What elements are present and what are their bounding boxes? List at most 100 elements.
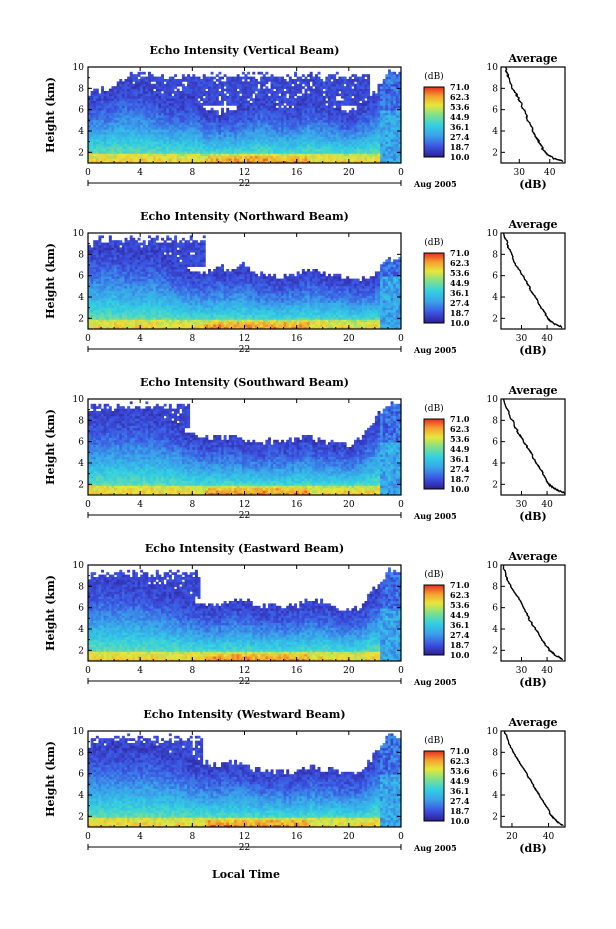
heatmap-cell: [197, 117, 201, 121]
heatmap-cell: [236, 131, 240, 135]
heatmap-cell: [239, 88, 243, 92]
heatmap-cell: [106, 309, 110, 313]
heatmap-cell: [364, 81, 368, 85]
heatmap-cell: [187, 119, 191, 123]
heatmap-cell: [95, 302, 99, 306]
heatmap-cell: [111, 317, 115, 320]
heatmap-cell: [254, 129, 258, 133]
heatmap-cell: [361, 74, 365, 77]
heatmap-cell: [197, 119, 201, 123]
heatmap-cell: [106, 257, 110, 260]
heatmap-cell: [181, 79, 185, 82]
heatmap-cell: [359, 151, 363, 154]
heatmap-cell: [346, 100, 350, 104]
heatmap-cell: [369, 151, 373, 154]
heatmap-cell: [134, 105, 138, 109]
heatmap-cell: [322, 134, 326, 137]
heatmap-cell: [142, 107, 146, 111]
heatmap-cell: [176, 151, 180, 154]
heatmap-cell: [356, 124, 360, 128]
heatmap-cell: [320, 103, 324, 106]
heatmap-cell: [351, 119, 355, 123]
heatmap-cell: [119, 88, 123, 92]
heatmap-cell: [372, 146, 376, 149]
heatmap-cell: [153, 127, 157, 130]
heatmap-cell: [320, 117, 324, 121]
heatmap-cell: [247, 127, 251, 130]
heatmap-cell: [147, 98, 151, 101]
heatmap-cell: [192, 86, 196, 89]
heatmap-cell: [239, 127, 243, 130]
heatmap-cell: [234, 98, 238, 101]
heatmap-cell: [270, 131, 274, 135]
heatmap-cell: [187, 148, 191, 152]
heatmap-cell: [270, 158, 274, 161]
heatmap-cell: [158, 134, 162, 137]
heatmap-cell: [299, 117, 303, 121]
heatmap-cell: [330, 143, 334, 147]
heatmap-cell: [395, 158, 399, 161]
heatmap-cell: [252, 88, 256, 92]
heatmap-cell: [116, 314, 120, 318]
heatmap-cell: [234, 95, 238, 99]
heatmap-cell: [132, 134, 136, 137]
heatmap-cell: [327, 74, 331, 77]
heatmap-cell: [317, 95, 321, 99]
heatmap-cell: [210, 81, 214, 85]
heatmap-cell: [119, 103, 123, 106]
heatmap-cell: [119, 285, 123, 289]
heatmap-cell: [257, 155, 261, 159]
heatmap-cell: [226, 115, 230, 118]
heatmap-cell: [387, 115, 391, 118]
heatmap-cell: [341, 100, 344, 104]
heatmap-cell: [299, 83, 303, 87]
heatmap-cell: [93, 273, 97, 277]
heatmap-cell: [327, 136, 331, 140]
heatmap-cell: [134, 141, 138, 145]
heatmap-cell: [103, 281, 107, 284]
heatmap-cell: [382, 95, 386, 99]
heatmap-cell: [174, 79, 178, 82]
heatmap-cell: [325, 127, 329, 130]
heatmap-cell: [127, 240, 131, 243]
heatmap-cell: [140, 151, 144, 154]
heatmap-cell: [194, 143, 198, 147]
heatmap-cell: [121, 143, 125, 147]
heatmap-cell: [189, 107, 193, 111]
heatmap-cell: [197, 153, 201, 157]
heatmap-cell: [134, 245, 138, 248]
heatmap-cell: [262, 124, 266, 128]
heatmap-cell: [163, 141, 167, 145]
heatmap-cell: [155, 79, 159, 82]
heatmap-cell: [140, 119, 144, 123]
heatmap-cell: [171, 95, 175, 99]
heatmap-cell: [103, 93, 107, 97]
heatmap-cell: [158, 95, 162, 99]
heatmap-cell: [90, 309, 94, 313]
heatmap-cell: [348, 129, 352, 133]
heatmap-cell: [106, 314, 110, 318]
heatmap-cell: [301, 100, 305, 104]
heatmap-cell: [369, 98, 373, 101]
heatmap-cell: [93, 317, 97, 320]
heatmap-cell: [301, 146, 305, 149]
heatmap-cell: [197, 107, 201, 111]
heatmap-cell: [387, 129, 391, 133]
heatmap-cell: [111, 261, 115, 265]
heatmap-cell: [108, 158, 112, 161]
heatmap-cell: [278, 155, 282, 159]
heatmap-cell: [338, 81, 342, 85]
heatmap-cell: [142, 151, 146, 154]
heatmap-cell: [101, 242, 104, 246]
heatmap-cell: [111, 314, 115, 318]
heatmap-cell: [168, 86, 172, 89]
heatmap-cell: [262, 98, 266, 101]
heatmap-cell: [390, 127, 394, 130]
heatmap-cell: [181, 148, 185, 152]
heatmap-cell: [382, 107, 386, 111]
heatmap-cell: [90, 110, 94, 113]
heatmap-cell: [244, 146, 248, 149]
heatmap-cell: [108, 146, 112, 149]
heatmap-cell: [325, 83, 329, 87]
